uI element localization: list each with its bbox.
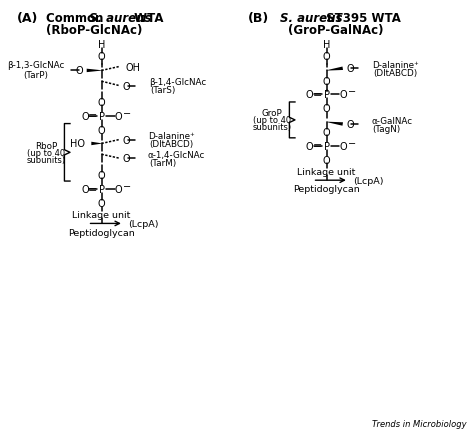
Text: O: O bbox=[306, 90, 314, 100]
Text: O: O bbox=[98, 126, 105, 136]
Text: P: P bbox=[323, 141, 329, 151]
Polygon shape bbox=[91, 142, 101, 146]
Text: =: = bbox=[88, 184, 97, 194]
Text: O: O bbox=[123, 135, 130, 145]
Text: O: O bbox=[123, 81, 130, 91]
Text: Peptidoglycan: Peptidoglycan bbox=[68, 228, 135, 237]
Text: O: O bbox=[114, 184, 122, 194]
Text: O: O bbox=[98, 199, 105, 209]
Text: (TarP): (TarP) bbox=[23, 71, 48, 80]
Text: =: = bbox=[88, 111, 97, 121]
Text: RboP: RboP bbox=[35, 141, 57, 151]
Text: Trends in Microbiology: Trends in Microbiology bbox=[373, 419, 467, 428]
Text: −: − bbox=[123, 181, 131, 191]
Text: subunits): subunits) bbox=[252, 123, 292, 132]
Text: −: − bbox=[348, 87, 356, 97]
Text: β-1,4-GlcNAc: β-1,4-GlcNAc bbox=[149, 78, 206, 87]
Text: (LcpA): (LcpA) bbox=[128, 220, 159, 228]
Text: (TarS): (TarS) bbox=[150, 86, 175, 95]
Text: (up to 40: (up to 40 bbox=[27, 148, 65, 158]
Text: O: O bbox=[339, 90, 347, 100]
Text: WTA: WTA bbox=[130, 12, 164, 25]
Text: O: O bbox=[98, 98, 105, 108]
Text: ST395 WTA: ST395 WTA bbox=[322, 12, 401, 25]
Text: (A): (A) bbox=[17, 12, 38, 25]
Text: α-GalNAc: α-GalNAc bbox=[371, 116, 412, 125]
Text: P: P bbox=[99, 184, 105, 194]
Text: Common: Common bbox=[46, 12, 108, 25]
Text: P: P bbox=[323, 90, 329, 100]
Text: O: O bbox=[81, 184, 89, 194]
Polygon shape bbox=[87, 69, 101, 73]
Text: O: O bbox=[323, 77, 330, 86]
Text: O: O bbox=[346, 64, 354, 74]
Text: O: O bbox=[306, 141, 314, 151]
Text: (TagN): (TagN) bbox=[372, 125, 400, 134]
Text: H: H bbox=[323, 40, 330, 50]
Text: (RboP-GlcNAc): (RboP-GlcNAc) bbox=[46, 24, 143, 37]
Text: O: O bbox=[346, 120, 354, 130]
Text: D-alanine⁺: D-alanine⁺ bbox=[372, 61, 419, 70]
Text: =: = bbox=[313, 141, 322, 151]
Text: OH: OH bbox=[126, 62, 141, 72]
Text: (B): (B) bbox=[247, 12, 269, 25]
Polygon shape bbox=[327, 122, 343, 126]
Text: S. aureus: S. aureus bbox=[280, 12, 343, 25]
Text: O: O bbox=[323, 155, 330, 165]
Text: O: O bbox=[81, 112, 89, 122]
Text: O: O bbox=[123, 154, 130, 164]
Text: Linkage unit: Linkage unit bbox=[73, 211, 131, 220]
Text: O: O bbox=[75, 66, 83, 76]
Text: O: O bbox=[114, 112, 122, 122]
Text: =: = bbox=[313, 90, 322, 100]
Text: H: H bbox=[98, 40, 105, 50]
Text: (GroP-GalNAc): (GroP-GalNAc) bbox=[288, 24, 383, 37]
Text: O: O bbox=[98, 52, 105, 62]
Text: (TarM): (TarM) bbox=[149, 158, 176, 168]
Text: HO: HO bbox=[70, 139, 85, 149]
Text: O: O bbox=[323, 52, 330, 62]
Text: β-1,3-GlcNAc: β-1,3-GlcNAc bbox=[7, 61, 64, 70]
Text: (up to 40: (up to 40 bbox=[253, 116, 291, 125]
Text: α-1,4-GlcNAc: α-1,4-GlcNAc bbox=[148, 151, 205, 159]
Text: subunits): subunits) bbox=[27, 155, 65, 164]
Text: −: − bbox=[348, 138, 356, 148]
Text: P: P bbox=[99, 112, 105, 122]
Text: −: − bbox=[123, 108, 131, 118]
Text: GroP: GroP bbox=[261, 109, 282, 118]
Text: O: O bbox=[339, 141, 347, 151]
Text: D-alanine⁺: D-alanine⁺ bbox=[148, 132, 195, 141]
Polygon shape bbox=[327, 67, 343, 72]
Text: Peptidoglycan: Peptidoglycan bbox=[293, 185, 360, 194]
Text: (DltABCD): (DltABCD) bbox=[373, 69, 417, 78]
Text: (LcpA): (LcpA) bbox=[354, 176, 384, 185]
Text: S. aureus: S. aureus bbox=[89, 12, 152, 25]
Text: Linkage unit: Linkage unit bbox=[297, 168, 356, 177]
Text: O: O bbox=[323, 104, 330, 114]
Text: (DltABCD): (DltABCD) bbox=[149, 140, 193, 149]
Text: O: O bbox=[323, 128, 330, 138]
Text: O: O bbox=[98, 171, 105, 181]
